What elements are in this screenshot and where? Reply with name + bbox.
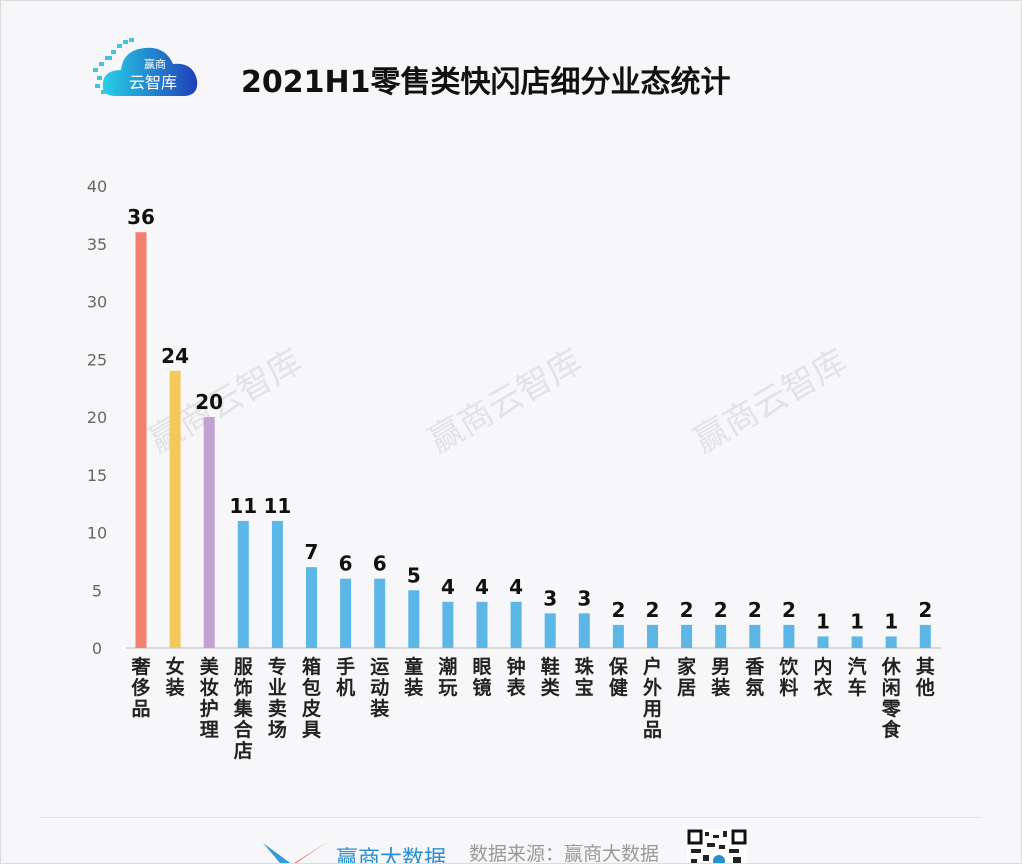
bar xyxy=(578,613,590,648)
data-label: 2 xyxy=(918,598,932,622)
bar xyxy=(885,636,897,648)
data-label: 6 xyxy=(339,552,353,576)
data-label: 4 xyxy=(475,575,489,599)
bar xyxy=(306,567,317,648)
y-tick-label: 25 xyxy=(87,350,107,369)
y-tick-label: 40 xyxy=(87,177,107,196)
x-tick-label: 保健 xyxy=(608,655,629,699)
bars: 36奢侈品24女装20美妆护理11服饰集合店11专业卖场7箱包皮具6手机6运动装… xyxy=(127,205,935,762)
data-label: 2 xyxy=(611,598,625,622)
data-label: 11 xyxy=(263,494,291,518)
watermark-text: 赢商云智库 xyxy=(422,342,589,462)
y-tick-label: 35 xyxy=(87,235,107,254)
data-label: 3 xyxy=(543,586,557,610)
watermarks: 赢商云智库 赢商云智库 赢商云智库 xyxy=(142,342,854,462)
data-label: 4 xyxy=(509,575,523,599)
x-tick-label: 其他 xyxy=(915,656,935,699)
bar xyxy=(681,624,693,648)
bar xyxy=(612,624,624,648)
x-tick-label: 珠宝 xyxy=(575,655,595,699)
bar xyxy=(715,624,727,648)
x-tick-label: 专业卖场 xyxy=(268,655,287,741)
data-label: 2 xyxy=(646,598,660,622)
data-label: 6 xyxy=(373,552,387,576)
data-label: 20 xyxy=(195,390,223,414)
data-label: 2 xyxy=(680,598,694,622)
x-tick-label: 钟表 xyxy=(507,655,527,699)
data-source: 数据来源：赢商大数据 xyxy=(469,843,660,864)
data-label: 11 xyxy=(229,494,257,518)
data-label: 1 xyxy=(816,609,830,633)
x-tick-label: 鞋类 xyxy=(541,655,560,699)
y-tick-label: 15 xyxy=(87,466,107,485)
data-label: 4 xyxy=(441,575,455,599)
bar xyxy=(135,232,147,648)
bar xyxy=(647,624,658,648)
bar xyxy=(817,636,829,648)
y-tick-label: 20 xyxy=(87,408,107,427)
x-tick-label: 服饰集合店 xyxy=(233,656,254,762)
bar xyxy=(203,417,215,648)
x-tick-label: 男装 xyxy=(710,656,730,699)
data-label: 1 xyxy=(884,609,898,633)
x-tick-label: 童装 xyxy=(403,655,423,699)
y-tick-label: 30 xyxy=(87,293,107,312)
bar xyxy=(408,590,420,648)
x-tick-label: 饮料 xyxy=(778,655,799,699)
qr-code-icon xyxy=(687,829,747,863)
x-tick-label: 箱包皮具 xyxy=(302,655,321,741)
footer-brand: 赢商大数据 xyxy=(336,847,447,864)
bar xyxy=(851,636,863,648)
bar xyxy=(169,370,181,648)
bar xyxy=(749,624,761,648)
chart-title: 2021H1零售类快闪店细分业态统计 xyxy=(241,65,731,100)
x-tick-label: 家居 xyxy=(677,655,697,699)
x-tick-label: 休闲零食 xyxy=(881,656,902,741)
x-tick-label: 眼镜 xyxy=(472,656,491,699)
data-label: 5 xyxy=(407,563,421,587)
bar xyxy=(237,520,249,648)
bar xyxy=(510,601,522,648)
watermark-text: 赢商云智库 xyxy=(687,342,854,462)
data-label: 2 xyxy=(714,598,728,622)
x-tick-label: 内衣 xyxy=(813,655,832,699)
logo-line1: 赢商 xyxy=(144,57,166,71)
x-tick-label: 户外用品 xyxy=(643,655,662,741)
x-tick-label: 汽车 xyxy=(848,655,867,699)
data-label: 2 xyxy=(748,598,762,622)
data-label: 1 xyxy=(850,609,864,633)
x-tick-label: 美妆护理 xyxy=(200,655,220,741)
bar xyxy=(271,520,283,648)
bar xyxy=(783,624,795,648)
bar xyxy=(374,578,386,648)
logo-line2: 云智库 xyxy=(129,73,177,92)
bar xyxy=(340,578,352,648)
bar xyxy=(476,601,488,648)
y-tick-label: 5 xyxy=(92,581,102,600)
x-tick-label: 手机 xyxy=(336,655,355,699)
x-tick-label: 女装 xyxy=(165,655,185,699)
bar xyxy=(544,613,556,648)
y-axis: 0 5 10 15 20 25 30 35 40 xyxy=(87,177,107,658)
x-tick-label: 潮玩 xyxy=(438,656,457,699)
brand-mark-icon xyxy=(263,841,329,863)
data-label: 3 xyxy=(577,586,591,610)
yingshang-cloud-logo: 赢商 云智库 xyxy=(93,38,198,96)
data-label: 2 xyxy=(782,598,796,622)
footer-divider xyxy=(41,817,981,818)
x-tick-label: 奢侈品 xyxy=(130,655,151,720)
bar xyxy=(442,601,454,648)
x-tick-label: 香氛 xyxy=(744,656,765,699)
y-tick-label: 0 xyxy=(92,639,102,658)
data-label: 24 xyxy=(161,344,189,368)
data-label: 36 xyxy=(127,205,155,229)
y-tick-label: 10 xyxy=(87,524,107,543)
x-tick-label: 运动装 xyxy=(369,656,389,720)
bar xyxy=(919,624,931,648)
data-label: 7 xyxy=(305,540,319,564)
